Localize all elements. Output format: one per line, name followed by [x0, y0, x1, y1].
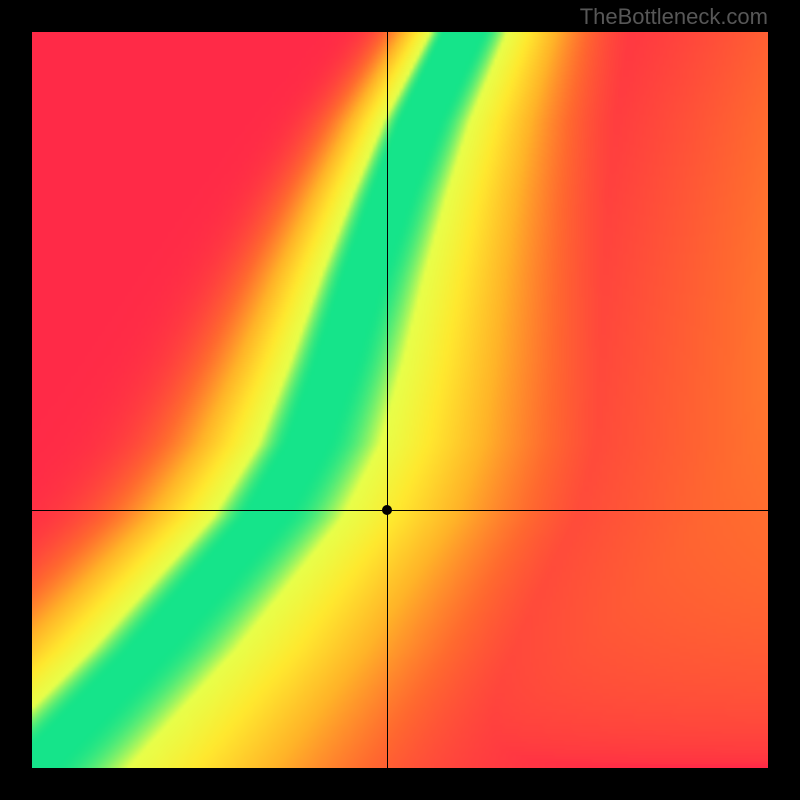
- crosshair-dot: [382, 505, 392, 515]
- chart-container: TheBottleneck.com: [0, 0, 800, 800]
- heatmap-plot: [32, 32, 768, 768]
- crosshair-vertical: [387, 32, 388, 768]
- watermark-text: TheBottleneck.com: [580, 4, 768, 30]
- heatmap-canvas: [32, 32, 768, 768]
- crosshair-horizontal: [32, 510, 768, 511]
